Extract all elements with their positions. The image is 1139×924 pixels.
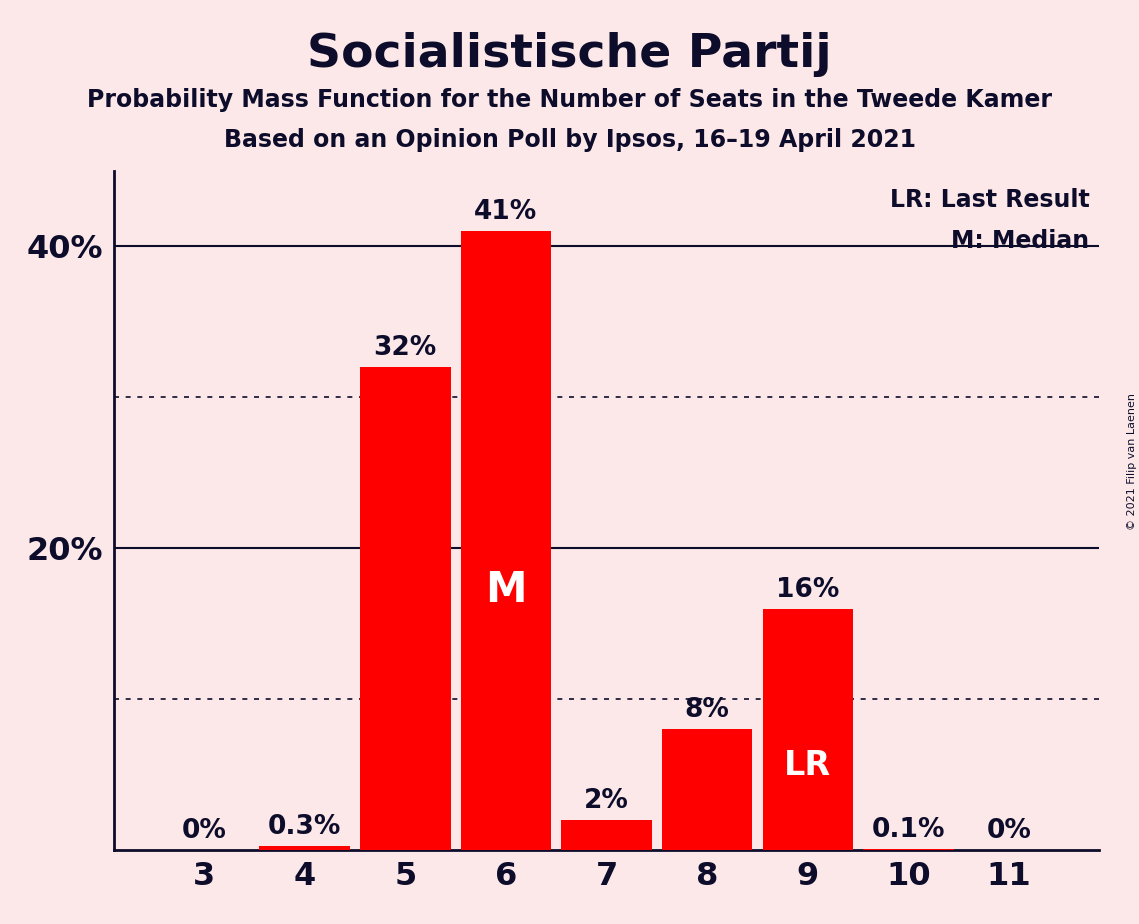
Text: Socialistische Partij: Socialistische Partij bbox=[308, 32, 831, 78]
Bar bbox=[562, 820, 652, 850]
Text: M: M bbox=[485, 569, 526, 611]
Text: © 2021 Filip van Laenen: © 2021 Filip van Laenen bbox=[1126, 394, 1137, 530]
Text: Based on an Opinion Poll by Ipsos, 16–19 April 2021: Based on an Opinion Poll by Ipsos, 16–19… bbox=[223, 128, 916, 152]
Bar bbox=[460, 231, 551, 850]
Text: LR: LR bbox=[785, 749, 831, 782]
Text: 0.3%: 0.3% bbox=[268, 813, 342, 840]
Bar bbox=[762, 609, 853, 850]
Text: 16%: 16% bbox=[776, 577, 839, 602]
Text: LR: Last Result: LR: Last Result bbox=[890, 188, 1089, 212]
Text: 32%: 32% bbox=[374, 335, 437, 361]
Text: 8%: 8% bbox=[685, 698, 730, 723]
Text: 41%: 41% bbox=[474, 200, 538, 225]
Bar bbox=[260, 845, 350, 850]
Text: 0%: 0% bbox=[181, 818, 227, 844]
Text: 2%: 2% bbox=[584, 788, 629, 814]
Text: 0%: 0% bbox=[986, 818, 1032, 844]
Text: 0.1%: 0.1% bbox=[871, 817, 945, 843]
Bar bbox=[662, 729, 753, 850]
Text: Probability Mass Function for the Number of Seats in the Tweede Kamer: Probability Mass Function for the Number… bbox=[87, 88, 1052, 112]
Bar bbox=[360, 367, 451, 850]
Bar bbox=[863, 848, 953, 850]
Text: M: Median: M: Median bbox=[951, 228, 1089, 252]
